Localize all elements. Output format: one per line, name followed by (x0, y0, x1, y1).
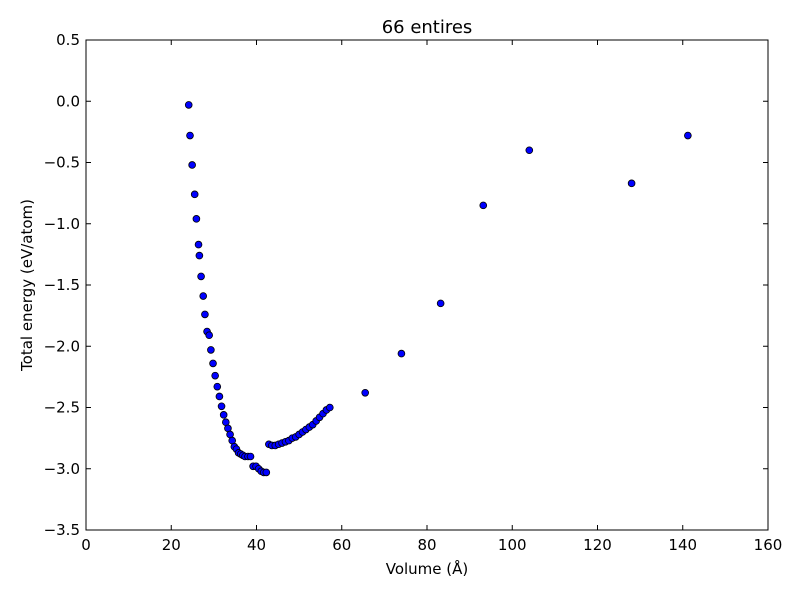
data-point (262, 468, 271, 477)
axis-ticks: 0 20 40 60 80 100 120 140 160 0.5 0.0 −0.5 −1.0 −1.5 −… (44, 31, 783, 554)
x-tick-label: 60 (332, 536, 351, 554)
data-point (684, 131, 692, 140)
data-point (361, 388, 369, 397)
data-points (184, 101, 692, 477)
data-point (397, 349, 406, 358)
data-point (207, 346, 215, 354)
x-tick-label: 40 (247, 536, 266, 554)
data-point (326, 403, 334, 412)
x-tick-label: 160 (754, 536, 783, 554)
data-point (205, 331, 213, 340)
y-tick-label: −1.0 (44, 215, 80, 233)
y-axis-label: Total energy (eV/atom) (18, 199, 36, 372)
data-point (186, 131, 194, 140)
y-tick-label: 0.5 (56, 31, 80, 49)
data-point (213, 382, 222, 391)
data-point (627, 179, 636, 188)
data-point (184, 101, 193, 109)
data-point (215, 392, 224, 401)
data-point (195, 251, 204, 260)
y-tick-label: −2.5 (44, 399, 80, 417)
data-point (192, 215, 201, 223)
data-point (209, 359, 217, 368)
y-tick-label: −3.0 (44, 460, 80, 478)
data-point (199, 292, 208, 300)
data-point (194, 240, 203, 249)
x-axis-label: Volume (Å) (386, 559, 469, 578)
plot-frame (85, 39, 769, 531)
chart-title: 66 entires (382, 17, 473, 38)
data-point (436, 299, 445, 308)
x-tick-label: 100 (498, 536, 527, 554)
y-tick-label: −0.5 (44, 154, 80, 172)
data-point (197, 272, 205, 281)
x-tick-label: 120 (583, 536, 612, 554)
data-point (219, 411, 228, 419)
data-point (201, 310, 209, 319)
x-tick-label: 140 (668, 536, 697, 554)
data-point (190, 190, 199, 199)
y-tick-label: 0.0 (56, 92, 80, 110)
y-tick-label: −1.5 (44, 276, 80, 294)
data-point (246, 452, 255, 461)
x-tick-label: 0 (81, 536, 91, 554)
data-point (479, 201, 488, 210)
y-tick-label: −2.0 (44, 337, 80, 355)
data-point (217, 402, 226, 411)
x-tick-label: 20 (162, 536, 181, 554)
data-point (525, 146, 534, 155)
data-point (211, 371, 219, 380)
y-tick-label: −3.5 (44, 521, 80, 539)
x-tick-label: 80 (417, 536, 436, 554)
data-point (188, 161, 196, 169)
